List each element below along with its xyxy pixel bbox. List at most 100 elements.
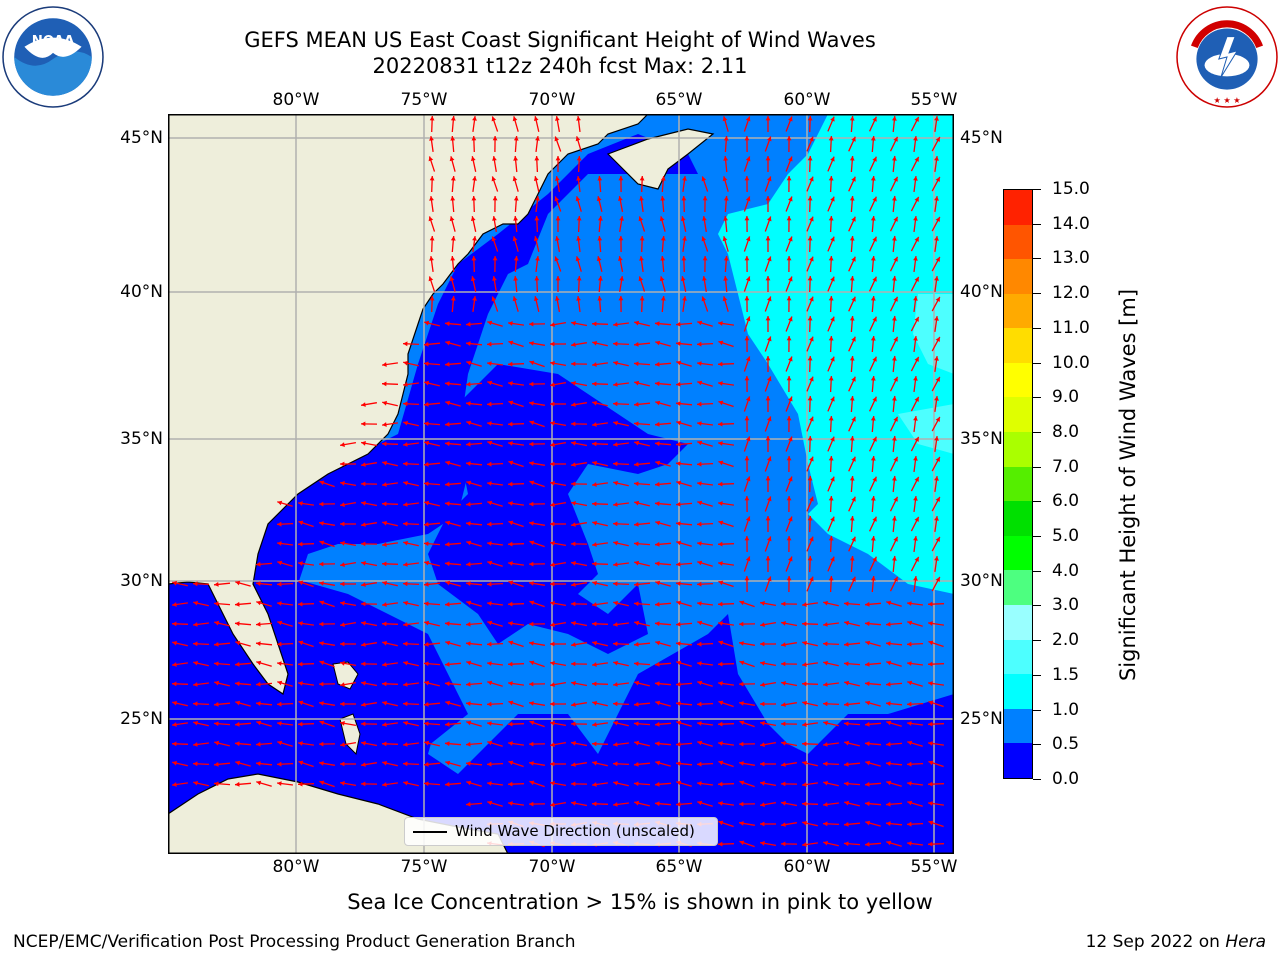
- wave-direction-arrowhead: [907, 781, 912, 786]
- wave-direction-arrowhead: [823, 761, 828, 767]
- wave-direction-arrowhead: [529, 720, 535, 726]
- wave-direction-arrowhead: [298, 681, 303, 686]
- wave-direction-arrowhead: [802, 681, 807, 687]
- wave-direction-arrowhead: [870, 256, 876, 261]
- wave-direction-arrowhead: [445, 741, 450, 747]
- colorbar-tick-label: 8.0: [1052, 421, 1080, 442]
- wave-direction-arrowhead: [928, 781, 933, 787]
- wave-direction-arrowhead: [235, 661, 240, 667]
- wave-direction-arrowhead: [913, 576, 918, 581]
- wave-direction-arrowhead: [424, 402, 429, 407]
- wave-direction-arrowhead: [424, 541, 429, 547]
- wave-direction-arrowhead: [655, 601, 660, 607]
- wave-direction-arrowhead: [828, 456, 834, 461]
- wave-direction-arrowhead: [235, 621, 240, 627]
- colorbar-tick-mark: [1033, 640, 1041, 642]
- wave-direction-arrowhead: [802, 842, 807, 847]
- wave-direction-arrowhead: [913, 176, 918, 181]
- wave-direction-arrowhead: [718, 361, 723, 367]
- wave-direction-arrowhead: [445, 601, 450, 607]
- wave-direction-arrowhead: [298, 621, 303, 626]
- wave-direction-arrowhead: [744, 456, 750, 461]
- wave-direction-arrowhead: [893, 576, 898, 582]
- colorbar-segment: [1004, 362, 1032, 398]
- wave-direction-arrowhead: [298, 561, 303, 566]
- wave-direction-arrowhead: [786, 456, 792, 461]
- map-grid: [168, 114, 954, 854]
- wave-direction-arrowhead: [928, 820, 934, 826]
- colorbar-tick-label: 9.0: [1052, 387, 1080, 408]
- wave-direction-arrowhead: [913, 336, 918, 341]
- chart-title-line-1: GEFS MEAN US East Coast Significant Heig…: [244, 28, 876, 52]
- wave-direction-arrowhead: [823, 600, 828, 606]
- wave-direction-arrowhead: [428, 216, 434, 222]
- wave-direction-arrowhead: [550, 461, 555, 467]
- lon-tick-top-80w: 80°W: [272, 90, 320, 110]
- wave-direction-arrowhead: [676, 521, 681, 526]
- wave-direction-arrowhead: [445, 400, 451, 406]
- wave-direction-arrowhead: [781, 621, 786, 626]
- wave-direction-arrowhead: [382, 760, 387, 766]
- wave-direction-arrowhead: [744, 336, 750, 341]
- wave-direction-arrowhead: [935, 136, 940, 142]
- wave-direction-arrowhead: [613, 581, 618, 587]
- wave-direction-arrowhead: [445, 721, 450, 727]
- wave-direction-arrowhead: [660, 296, 666, 301]
- wave-direction-arrowhead: [382, 741, 387, 747]
- wave-direction-arrowhead: [172, 741, 177, 747]
- wave-direction-arrowhead: [788, 236, 793, 242]
- wave-direction-arrowhead: [907, 620, 913, 626]
- wave-direction-arrowhead: [914, 236, 919, 242]
- wave-direction-arrowhead: [361, 441, 366, 446]
- wave-direction-arrowhead: [760, 661, 765, 666]
- wave-direction-arrowhead: [235, 580, 241, 586]
- wave-direction-arrowhead: [592, 722, 597, 727]
- wave-direction-arrowhead: [851, 376, 856, 382]
- wave-direction-arrowhead: [844, 620, 850, 626]
- wave-direction-arrowhead: [466, 381, 471, 387]
- wave-direction-arrowhead: [865, 781, 870, 787]
- wave-direction-arrowhead: [277, 601, 282, 606]
- wave-direction-arrowhead: [277, 680, 283, 686]
- land-bahamas-1: [332, 661, 359, 690]
- wave-direction-arrowhead: [172, 700, 177, 706]
- wave-direction-arrowhead: [844, 680, 850, 686]
- wave-direction-arrowhead: [361, 681, 366, 686]
- wave-direction-arrowhead: [697, 361, 702, 366]
- wave-direction-arrowhead: [718, 481, 723, 487]
- wave-direction-arrowhead: [697, 421, 702, 426]
- wave-direction-arrowhead: [807, 436, 813, 441]
- wave-direction-arrowhead: [424, 702, 429, 707]
- wave-direction-arrowhead: [892, 276, 897, 281]
- colorbar-tick-mark: [1033, 536, 1041, 538]
- wave-direction-arrowhead: [928, 721, 933, 727]
- wave-direction-arrowhead: [744, 296, 750, 301]
- wave-direction-arrowhead: [571, 661, 576, 667]
- wave-direction-arrowhead: [466, 521, 471, 526]
- colorbar-tick-mark: [1033, 605, 1041, 607]
- wave-direction-arrowhead: [508, 760, 514, 766]
- wind-wave-direction-arrows: [171, 115, 945, 848]
- wave-direction-arrowhead: [618, 296, 624, 301]
- wave-direction-arrowhead: [886, 780, 892, 786]
- wave-direction-arrowhead: [655, 661, 660, 667]
- wave-direction-arrowhead: [592, 801, 597, 807]
- colorbar-tick-mark: [1033, 327, 1041, 329]
- wave-direction-arrowhead: [634, 560, 640, 566]
- wave-direction-arrowhead: [571, 501, 576, 506]
- wave-direction-arrowhead: [403, 382, 408, 387]
- wave-direction-arrowhead: [760, 761, 765, 767]
- wave-direction-arrowhead: [592, 422, 597, 427]
- wave-direction-arrowhead: [298, 760, 304, 766]
- wave-direction-arrowhead: [786, 496, 792, 501]
- wave-direction-arrowhead: [403, 461, 408, 467]
- wave-direction-arrowhead: [697, 461, 702, 467]
- wave-direction-arrowhead: [319, 621, 324, 627]
- wave-direction-arrowhead: [613, 802, 618, 807]
- wave-direction-arrowhead: [513, 216, 518, 221]
- wave-direction-arrowhead: [214, 680, 220, 686]
- host-name: Hera: [1225, 932, 1266, 952]
- wave-direction-arrowhead: [235, 760, 241, 766]
- wave-direction-arrowhead: [319, 720, 325, 726]
- wave-direction-arrowhead: [872, 396, 877, 402]
